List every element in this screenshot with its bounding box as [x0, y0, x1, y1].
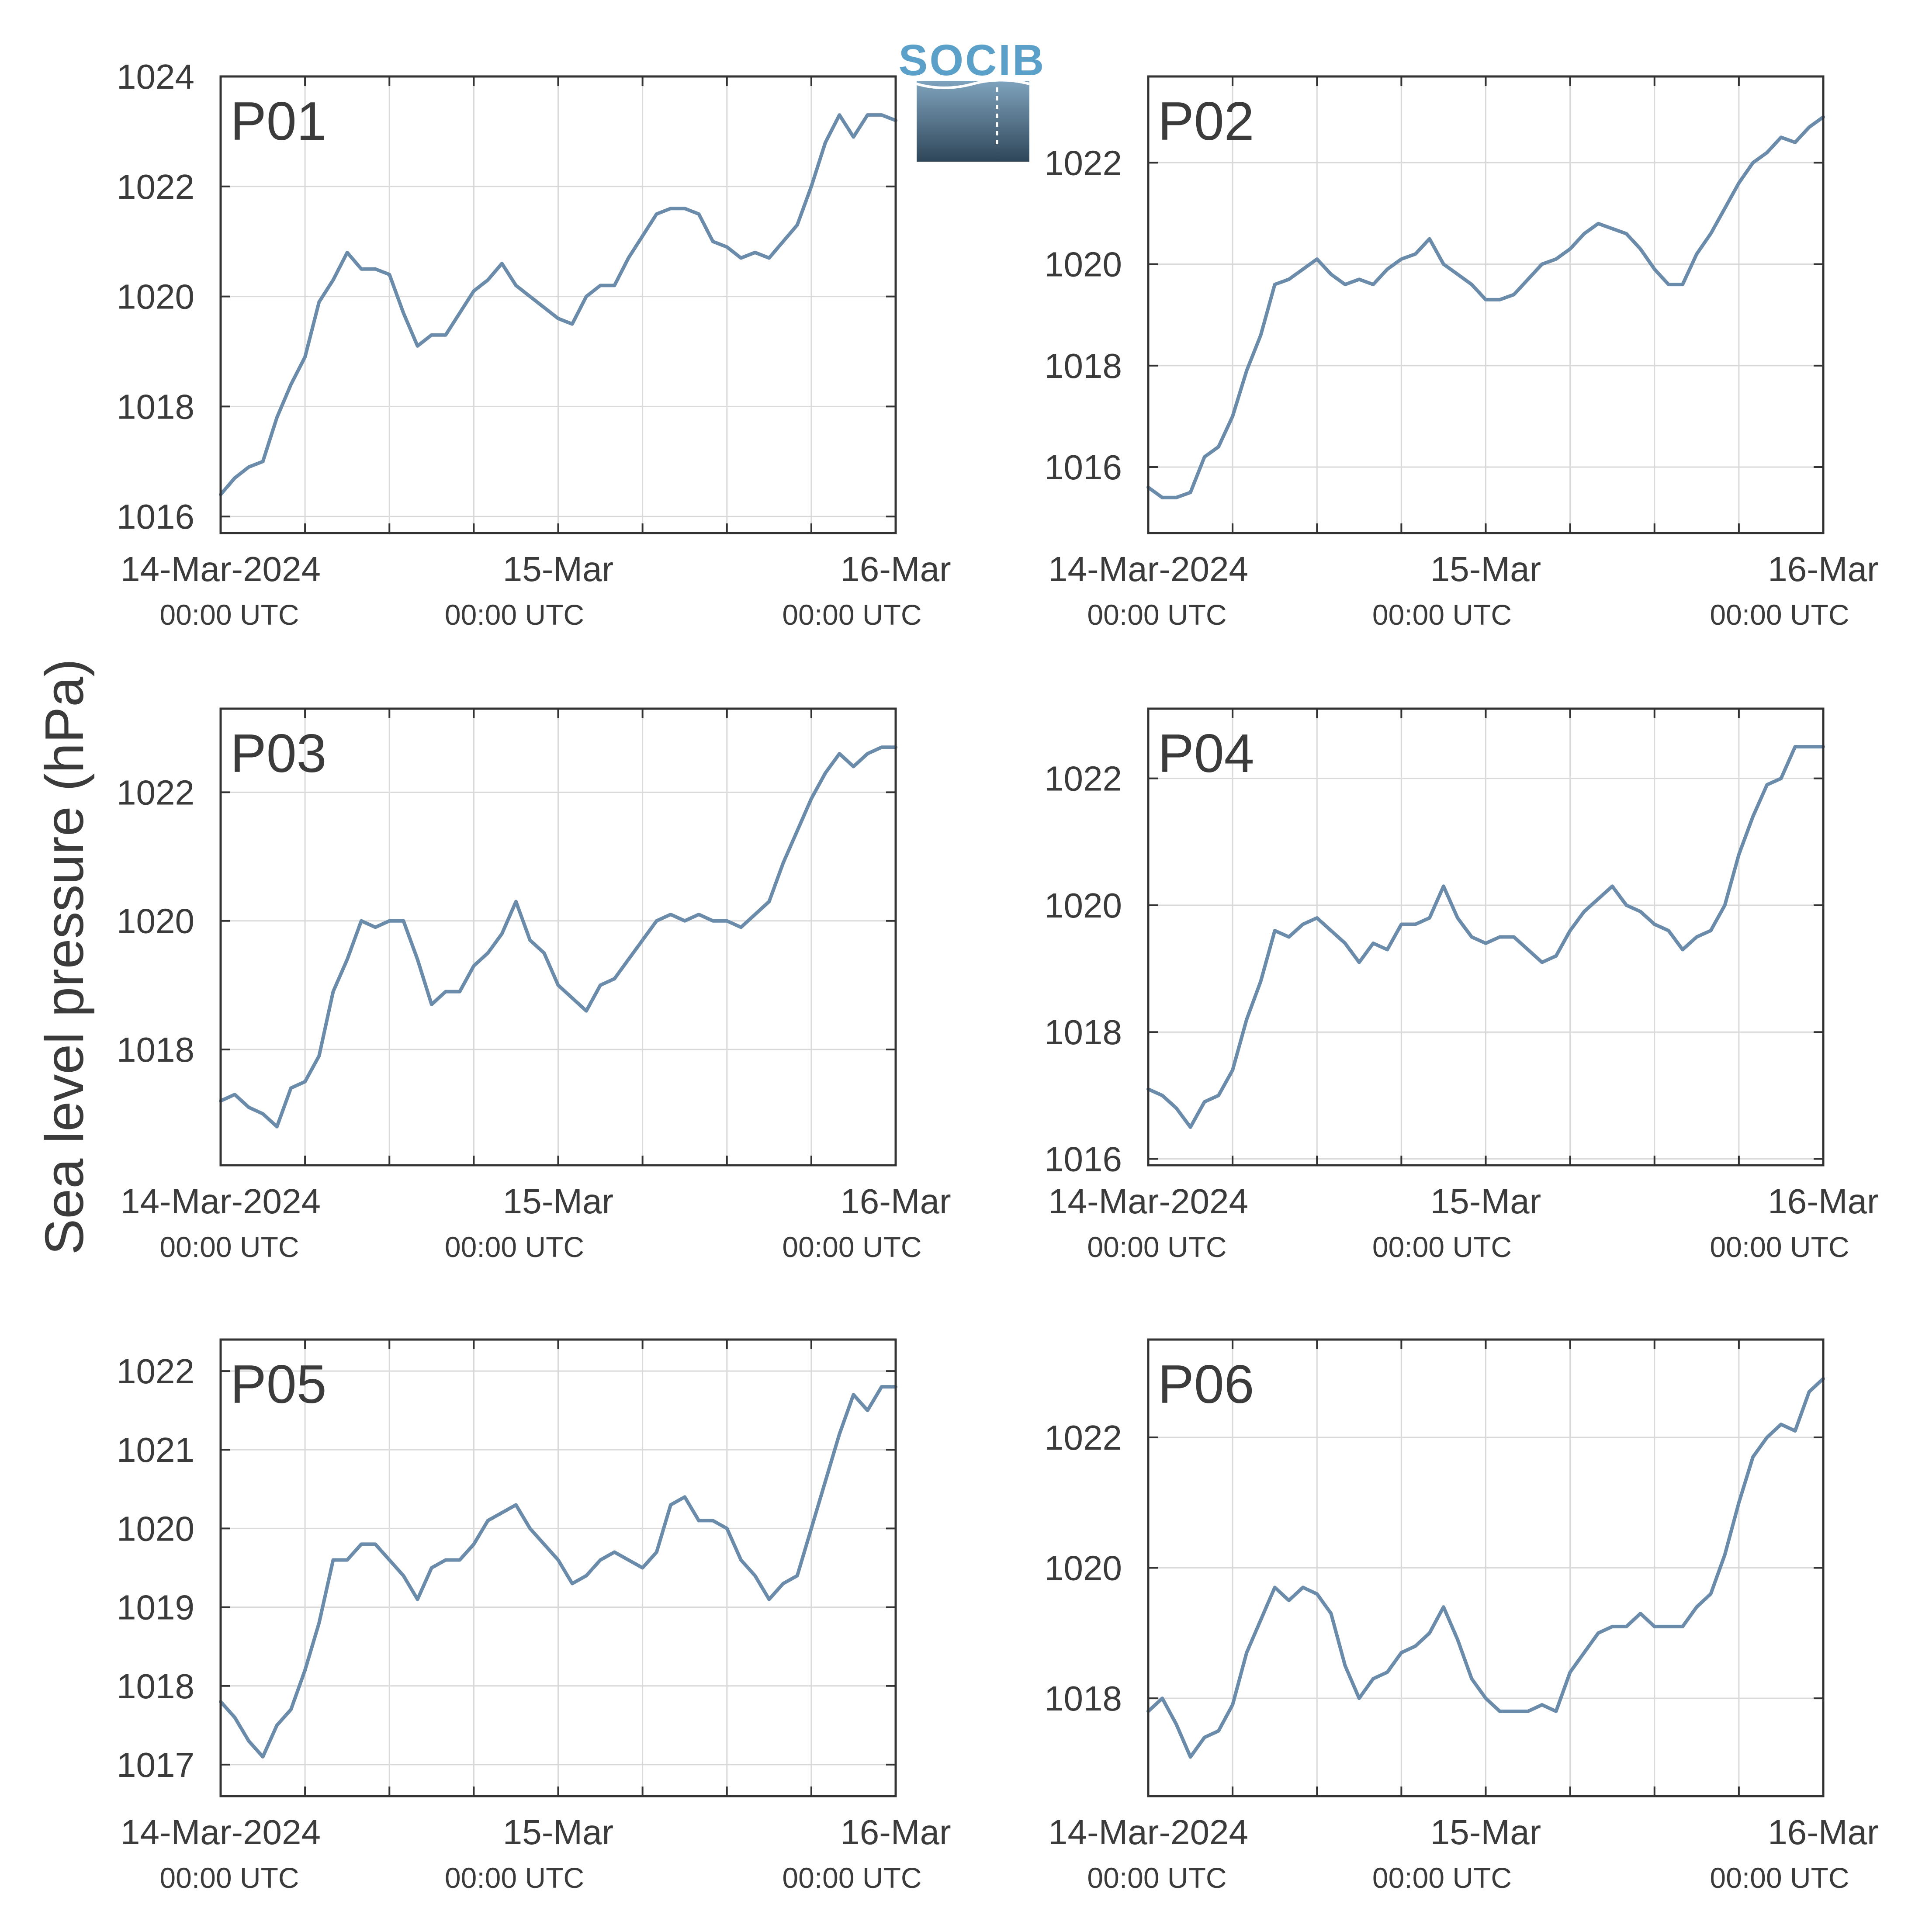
x-tick-sublabel: 00:00 UTC [1372, 599, 1512, 631]
y-tick-label: 1018 [117, 387, 194, 426]
y-tick-label: 1024 [117, 57, 194, 96]
y-tick-label: 1022 [1044, 143, 1122, 182]
chart-panel-p02: 1016 1018 1020 1022 14-Mar-2024 00:00 UTC 15-M… [1044, 75, 1879, 631]
y-tick-label: 1022 [117, 167, 194, 206]
x-tick-label: 14-Mar-2024 [121, 1813, 321, 1852]
socib-logo-text: SOCIB [899, 36, 1046, 85]
y-tick-label: 1020 [1044, 886, 1122, 925]
x-tick-label: 14-Mar-2024 [121, 1182, 321, 1221]
x-tick-label: 15-Mar [503, 550, 613, 589]
x-tick-sublabel: 00:00 UTC [1710, 599, 1849, 631]
plot-frame [1147, 75, 1825, 534]
x-tick-label: 15-Mar [503, 1813, 613, 1852]
x-tick-label: 15-Mar [503, 1182, 613, 1221]
x-tick-sublabel: 00:00 UTC [445, 1231, 584, 1263]
plot-frame [219, 707, 897, 1167]
x-tick-sublabel: 00:00 UTC [159, 1231, 299, 1263]
panel-label: P04 [1158, 724, 1254, 784]
pressure-series-line [219, 1385, 897, 1759]
panel-label: P01 [230, 91, 327, 152]
x-tick-label: 16-Mar [840, 550, 951, 589]
y-tick-label: 1022 [117, 773, 194, 812]
x-tick-label: 15-Mar [1430, 1813, 1541, 1852]
y-tick-label: 1018 [117, 1030, 194, 1069]
x-tick-label: 14-Mar-2024 [1048, 1182, 1248, 1221]
x-tick-label: 15-Mar [1430, 1182, 1541, 1221]
plot-frame [1147, 1338, 1825, 1797]
x-tick-sublabel: 00:00 UTC [1710, 1862, 1849, 1894]
y-tick-label: 1020 [1044, 1549, 1122, 1588]
x-tick-sublabel: 00:00 UTC [1372, 1862, 1512, 1894]
y-tick-label: 1019 [117, 1588, 194, 1627]
pressure-series-line [1146, 115, 1825, 499]
x-tick-sublabel: 00:00 UTC [782, 1862, 921, 1894]
panel-label: P02 [1158, 91, 1254, 152]
x-tick-label: 16-Mar [840, 1813, 951, 1852]
socib-logo-wave [916, 79, 1030, 89]
y-tick-label: 1018 [1044, 1013, 1122, 1052]
pressure-series-line [219, 113, 897, 496]
plot-frame [219, 75, 897, 534]
pressure-series-line [1146, 1377, 1825, 1759]
x-tick-label: 14-Mar-2024 [1048, 1813, 1248, 1852]
x-tick-label: 14-Mar-2024 [1048, 550, 1248, 589]
y-tick-label: 1016 [1044, 448, 1122, 487]
y-tick-label: 1020 [117, 902, 194, 941]
panel-label: P05 [230, 1354, 327, 1415]
y-tick-label: 1021 [117, 1430, 194, 1469]
x-tick-sublabel: 00:00 UTC [159, 1862, 299, 1894]
y-tick-label: 1018 [1044, 1679, 1122, 1718]
y-tick-label: 1018 [1044, 346, 1122, 385]
pressure-series-line [219, 745, 897, 1129]
socib-logo-block [917, 81, 1029, 162]
x-tick-sublabel: 00:00 UTC [1087, 599, 1226, 631]
x-tick-label: 16-Mar [840, 1182, 951, 1221]
x-tick-label: 16-Mar [1768, 1182, 1878, 1221]
y-axis-label: Sea level pressure (hPa) [35, 659, 95, 1255]
chart-panel-p03: 1018 1020 1022 14-Mar-2024 00:00 UTC 15-Mar 00… [117, 707, 951, 1263]
chart-panel-p04: 1016 1018 1020 1022 14-Mar-2024 00:00 UTC 15-M… [1044, 707, 1879, 1263]
y-tick-label: 1016 [1044, 1139, 1122, 1178]
x-tick-sublabel: 00:00 UTC [1087, 1862, 1226, 1894]
x-tick-sublabel: 00:00 UTC [159, 599, 299, 631]
panel-label: P06 [1158, 1354, 1254, 1415]
x-tick-sublabel: 00:00 UTC [1372, 1231, 1512, 1263]
x-tick-label: 15-Mar [1430, 550, 1541, 589]
pressure-series-line [1146, 745, 1825, 1129]
chart-panel-p01: 1016 1018 1020 1022 1024 14-Mar-2024 00:00 UTC… [117, 57, 951, 631]
x-tick-label: 16-Mar [1768, 1813, 1878, 1852]
x-tick-sublabel: 00:00 UTC [445, 1862, 584, 1894]
x-tick-sublabel: 00:00 UTC [782, 599, 921, 631]
x-tick-label: 14-Mar-2024 [121, 550, 321, 589]
x-tick-sublabel: 00:00 UTC [445, 599, 584, 631]
y-tick-label: 1018 [117, 1667, 194, 1706]
chart-panel-p06: 1018 1020 1022 14-Mar-2024 00:00 UTC 15-Mar 00… [1044, 1338, 1879, 1894]
y-tick-label: 1022 [1044, 759, 1122, 798]
y-tick-label: 1020 [117, 277, 194, 316]
y-tick-label: 1016 [117, 497, 194, 536]
x-tick-label: 16-Mar [1768, 550, 1878, 589]
y-tick-label: 1017 [117, 1745, 194, 1784]
y-tick-label: 1022 [1044, 1418, 1122, 1457]
plot-frame [1147, 707, 1825, 1167]
x-tick-sublabel: 00:00 UTC [1710, 1231, 1849, 1263]
socib-logo: SOCIB [899, 36, 1046, 162]
y-tick-label: 1020 [117, 1509, 194, 1548]
panel-label: P03 [230, 724, 327, 784]
chart-panel-p05: 1017 1018 1019 1020 1021 1022 14-Mar-2024 00:00… [117, 1338, 951, 1894]
x-tick-sublabel: 00:00 UTC [782, 1231, 921, 1263]
y-tick-label: 1020 [1044, 245, 1122, 284]
chart-panels: 1016 1018 1020 1022 1024 14-Mar-2024 00:00 UTC… [117, 57, 1879, 1894]
y-tick-label: 1022 [117, 1352, 194, 1391]
x-tick-sublabel: 00:00 UTC [1087, 1231, 1226, 1263]
plot-frame [219, 1338, 897, 1797]
